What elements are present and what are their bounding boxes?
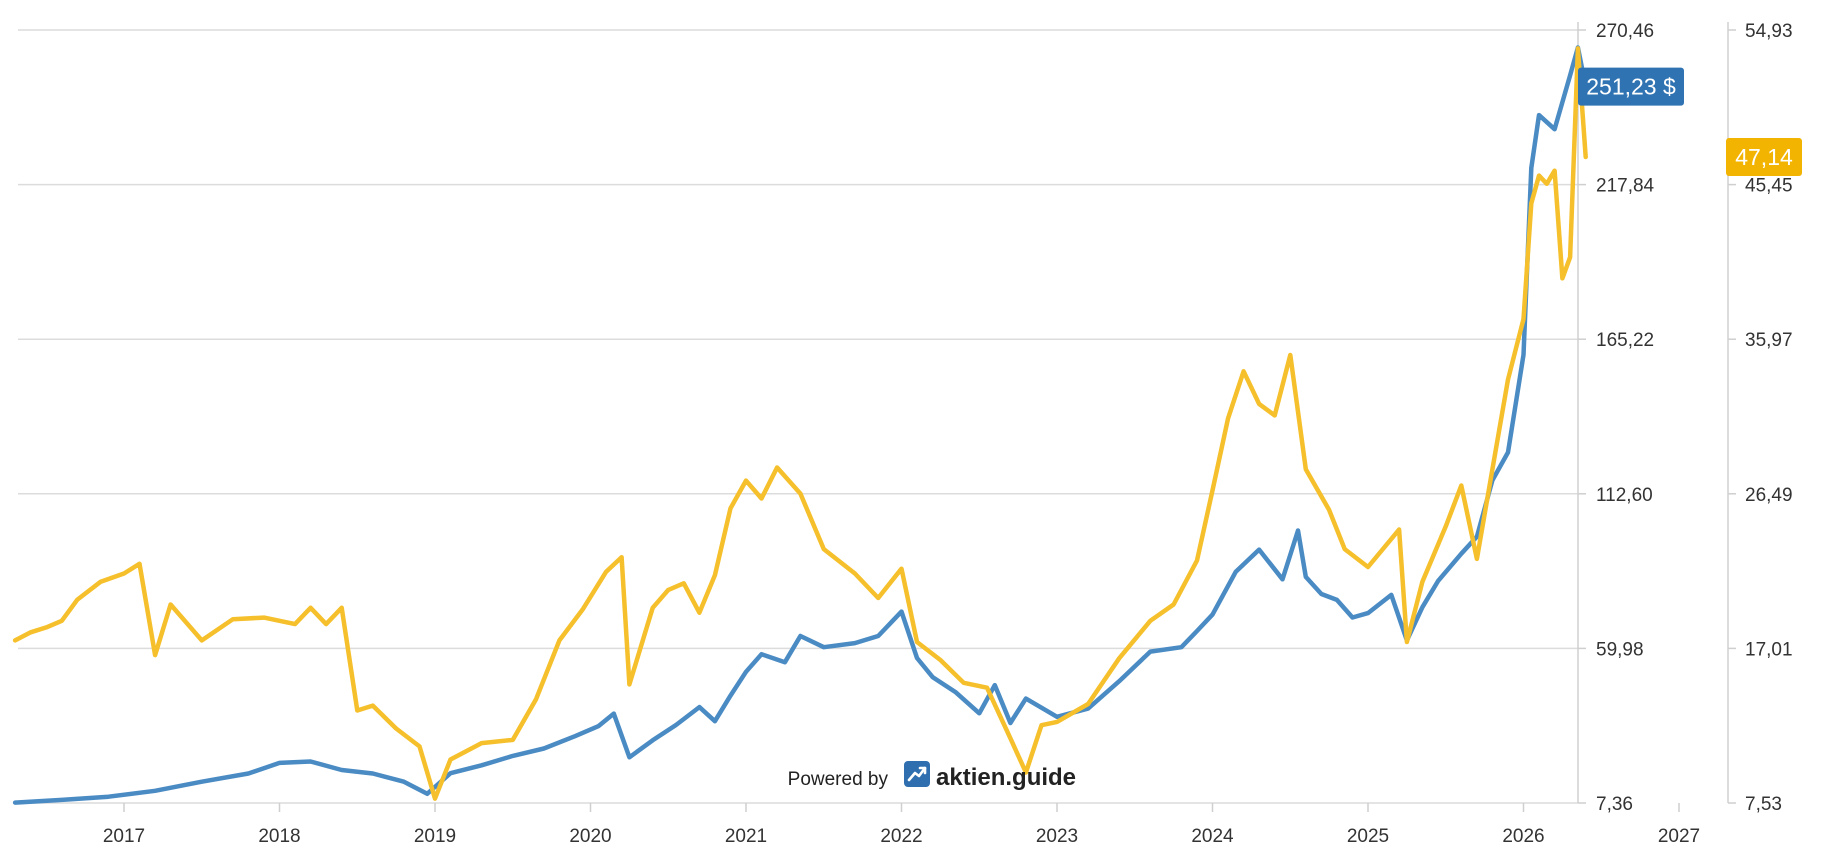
- series-lines: [12, 45, 1588, 805]
- x-tick-label: 2024: [1191, 826, 1234, 847]
- trend-up-icon: [904, 761, 930, 787]
- grid-lines: [18, 29, 1578, 804]
- x-tick-label: 2025: [1347, 826, 1389, 847]
- y-left-tick-label: 7,36: [1596, 794, 1633, 815]
- series-line-price: [12, 45, 1588, 805]
- x-tick-label: 2022: [880, 826, 922, 847]
- x-tick-label: 2021: [725, 826, 767, 847]
- y-right-tick-label: 35,97: [1745, 330, 1793, 351]
- axes: 270,46 54,93 217,84 45,45 165,22 35,97 112,60 2…: [103, 21, 1793, 847]
- y-right-tick-label: 45,45: [1745, 176, 1793, 197]
- y-left-tick-label: 112,60: [1596, 485, 1653, 506]
- x-tick-label: 2018: [258, 826, 300, 847]
- y-left-tick-label: 165,22: [1596, 330, 1654, 351]
- x-tick-label: 2027: [1658, 826, 1700, 847]
- x-tick-label: 2017: [103, 826, 145, 847]
- y-right-tick-label: 17,01: [1745, 639, 1793, 660]
- y-left-tick-label: 270,46: [1596, 21, 1654, 42]
- x-tick-label: 2026: [1502, 826, 1544, 847]
- brand-name: aktien.guide: [936, 764, 1076, 791]
- y-right-tick-label: 26,49: [1745, 485, 1793, 506]
- x-tick-label: 2020: [569, 826, 611, 847]
- y-right-tick-label: 54,93: [1745, 21, 1793, 42]
- y-left-tick-label: 217,84: [1596, 176, 1655, 197]
- value-badges: 251,23 $ 47,14: [1578, 67, 1802, 177]
- badge-label: 251,23 $: [1586, 74, 1676, 100]
- y-right-tick-label: 7,53: [1745, 794, 1782, 815]
- x-tick-label: 2023: [1036, 826, 1078, 847]
- price-value-badge: 251,23 $: [1578, 67, 1684, 106]
- powered-by-watermark: Powered by aktien.guide: [788, 761, 1076, 791]
- badge-background: [1578, 67, 1684, 106]
- powered-by-text: Powered by: [788, 769, 889, 790]
- secondary-value-badge: 47,14: [1726, 138, 1802, 177]
- y-left-tick-label: 59,98: [1596, 639, 1644, 660]
- badge-label: 47,14: [1735, 144, 1793, 170]
- badge-background: [1726, 138, 1802, 177]
- x-tick-label: 2019: [414, 826, 456, 847]
- series-line-secondary: [12, 46, 1588, 801]
